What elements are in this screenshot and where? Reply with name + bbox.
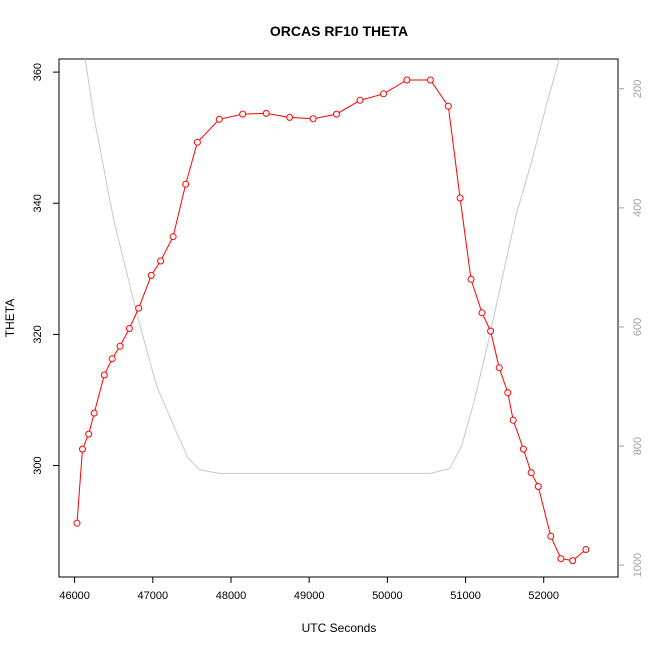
data-point bbox=[79, 445, 86, 453]
y-tick-label: 340 bbox=[32, 194, 44, 212]
data-point bbox=[116, 342, 124, 350]
data-point bbox=[403, 76, 411, 84]
data-point bbox=[547, 532, 555, 540]
y2-tick-label: 200 bbox=[632, 80, 644, 98]
x-tick-label: 49000 bbox=[294, 590, 325, 602]
data-point bbox=[125, 325, 133, 332]
grey-series-layer bbox=[84, 59, 560, 474]
data-point bbox=[519, 445, 527, 453]
data-point bbox=[333, 110, 340, 118]
data-point bbox=[380, 90, 387, 98]
y2-tick-label: 800 bbox=[632, 437, 644, 455]
y2-tick-label: 1000 bbox=[632, 553, 644, 577]
data-point bbox=[495, 364, 503, 372]
data-point bbox=[309, 115, 317, 123]
data-point bbox=[135, 304, 143, 312]
data-point bbox=[169, 233, 177, 241]
data-point bbox=[569, 557, 577, 565]
data-point bbox=[182, 180, 190, 188]
data-point bbox=[534, 483, 542, 490]
y-tick-label: 300 bbox=[32, 456, 44, 474]
chart-title: ORCAS RF10 THETA bbox=[270, 23, 408, 39]
y-tick-label: 360 bbox=[32, 63, 44, 81]
y2-tick-label: 600 bbox=[632, 318, 644, 336]
data-point bbox=[426, 76, 434, 84]
data-point bbox=[286, 113, 294, 121]
y-axis-left: 300 320 340 360 bbox=[32, 63, 59, 475]
x-tick-label: 47000 bbox=[138, 590, 169, 602]
x-tick-label: 48000 bbox=[216, 590, 247, 602]
x-tick-label: 52000 bbox=[528, 590, 559, 602]
data-point bbox=[356, 96, 364, 104]
data-point bbox=[504, 389, 512, 397]
data-point bbox=[193, 138, 201, 146]
data-point bbox=[582, 546, 590, 553]
data-point bbox=[467, 275, 475, 283]
x-tick-label: 46000 bbox=[59, 590, 90, 602]
y2-tick-label: 400 bbox=[632, 199, 644, 217]
theta-series-line bbox=[76, 79, 587, 562]
data-point bbox=[444, 102, 452, 110]
data-point bbox=[509, 416, 517, 424]
data-point bbox=[478, 309, 486, 317]
red-series-layer bbox=[73, 76, 590, 565]
y-axis-right: 200 400 600 800 1000 bbox=[618, 80, 644, 577]
data-point bbox=[108, 355, 116, 363]
data-point bbox=[487, 327, 495, 335]
grey-series-line bbox=[84, 59, 560, 474]
data-point bbox=[262, 109, 270, 117]
y-tick-label: 320 bbox=[32, 325, 44, 343]
y-axis-label: THETA bbox=[3, 299, 17, 337]
data-point bbox=[73, 519, 81, 527]
data-point bbox=[100, 371, 108, 379]
data-point bbox=[456, 194, 464, 202]
data-point bbox=[527, 469, 535, 477]
data-point bbox=[557, 555, 565, 563]
x-axis: 46000 47000 48000 49000 50000 51000 52000 bbox=[59, 577, 559, 602]
data-point bbox=[215, 115, 223, 123]
x-axis-label: UTC Seconds bbox=[302, 621, 377, 635]
x-tick-label: 50000 bbox=[372, 590, 403, 602]
data-point bbox=[239, 110, 247, 118]
plot-frame bbox=[58, 58, 619, 578]
data-point bbox=[85, 430, 93, 438]
data-point bbox=[157, 257, 165, 265]
data-point bbox=[90, 409, 98, 417]
data-point bbox=[147, 271, 155, 279]
x-tick-label: 51000 bbox=[450, 590, 481, 602]
